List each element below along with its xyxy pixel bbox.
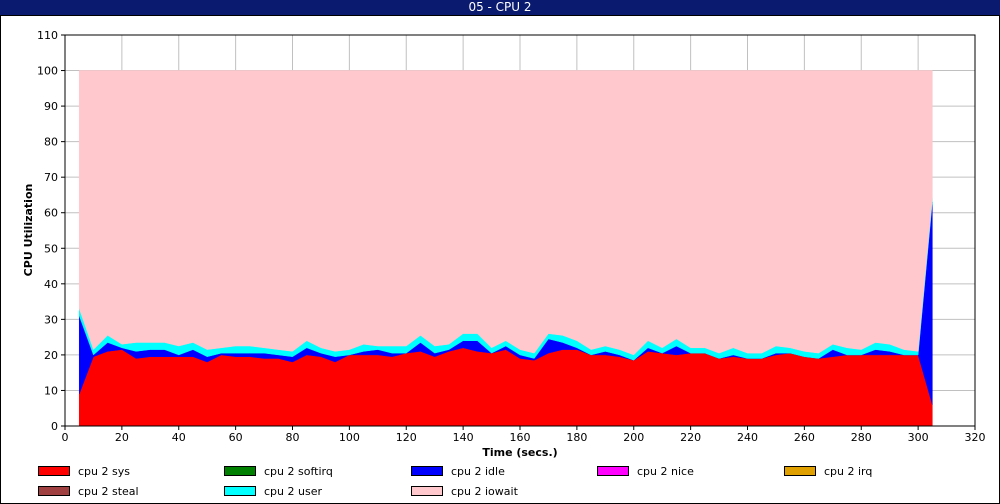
x-tick-label: 20 [115, 431, 129, 444]
y-tick-label: 40 [44, 278, 58, 291]
legend-label: cpu 2 iowait [451, 484, 518, 498]
legend-swatch [38, 466, 70, 476]
legend-swatch [38, 486, 70, 496]
y-tick-label: 30 [44, 313, 58, 326]
y-tick-label: 10 [44, 384, 58, 397]
legend-item: cpu 2 nice [597, 464, 694, 478]
legend-swatch [224, 486, 256, 496]
x-tick-label: 280 [851, 431, 872, 444]
y-tick-label: 100 [37, 65, 58, 78]
x-axis-title: Time (secs.) [482, 446, 557, 459]
legend-swatch [411, 466, 443, 476]
x-tick-label: 140 [453, 431, 474, 444]
legend-swatch [597, 466, 629, 476]
x-tick-label: 160 [510, 431, 531, 444]
x-tick-label: 0 [62, 431, 69, 444]
legend-item: cpu 2 idle [411, 464, 505, 478]
x-axis-ticks: 0 20 40 60 80 100 120 140 160 180 200 220 240 260 280 3… [62, 426, 986, 444]
legend-item: cpu 2 iowait [411, 484, 518, 498]
legend-item: cpu 2 user [224, 484, 322, 498]
legend-label: cpu 2 idle [451, 464, 505, 478]
cpu-utilization-chart: 0 20 40 60 80 100 120 140 160 180 200 220 240 260 280 3… [22, 29, 986, 459]
x-tick-label: 180 [566, 431, 587, 444]
legend-label: cpu 2 irq [824, 464, 873, 478]
chart-legend: cpu 2 sys cpu 2 softirq cpu 2 idle cpu 2 ni… [0, 464, 1000, 504]
x-tick-label: 240 [737, 431, 758, 444]
x-tick-label: 220 [680, 431, 701, 444]
y-tick-label: 50 [44, 242, 58, 255]
y-axis-ticks: 0 10 20 30 40 50 60 70 80 90 100 110 [37, 29, 65, 433]
legend-swatch [784, 466, 816, 476]
x-tick-label: 200 [623, 431, 644, 444]
legend-item: cpu 2 softirq [224, 464, 333, 478]
legend-label: cpu 2 user [264, 484, 322, 498]
y-tick-label: 70 [44, 171, 58, 184]
y-tick-label: 60 [44, 207, 58, 220]
y-tick-label: 20 [44, 349, 58, 362]
y-tick-label: 0 [51, 420, 58, 433]
y-axis-title: CPU Utilization [22, 184, 35, 277]
stacked-areas [78, 70, 933, 427]
x-tick-label: 120 [396, 431, 417, 444]
area-cpu-2-iowait [78, 70, 933, 356]
legend-item: cpu 2 steal [38, 484, 139, 498]
x-tick-label: 300 [908, 431, 929, 444]
legend-label: cpu 2 softirq [264, 464, 333, 478]
x-tick-label: 80 [286, 431, 300, 444]
x-tick-label: 100 [339, 431, 360, 444]
y-tick-label: 110 [37, 29, 58, 42]
legend-swatch [411, 486, 443, 496]
legend-item: cpu 2 irq [784, 464, 872, 478]
y-tick-label: 90 [44, 100, 58, 113]
x-tick-label: 60 [229, 431, 243, 444]
window-title: 05 - CPU 2 [0, 0, 1000, 15]
legend-label: cpu 2 sys [78, 464, 130, 478]
legend-label: cpu 2 steal [78, 484, 139, 498]
legend-swatch [224, 466, 256, 476]
x-tick-label: 320 [965, 431, 986, 444]
legend-label: cpu 2 nice [637, 464, 694, 478]
legend-item: cpu 2 sys [38, 464, 130, 478]
y-tick-label: 80 [44, 136, 58, 149]
x-tick-label: 260 [794, 431, 815, 444]
x-tick-label: 40 [172, 431, 186, 444]
